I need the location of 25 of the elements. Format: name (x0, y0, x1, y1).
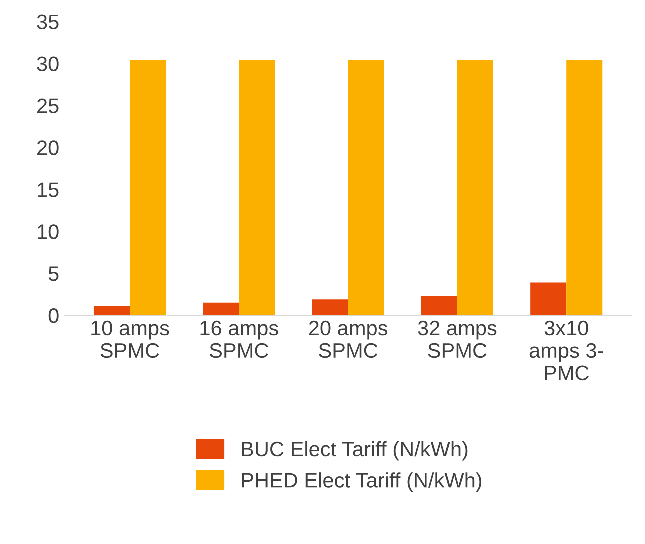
y-tick-label: 20 (38, 140, 59, 156)
x-tick-label: 32 amps SPMC (418, 320, 497, 358)
bar (94, 306, 130, 316)
bar (421, 296, 458, 316)
bar (203, 302, 240, 316)
bar (566, 60, 603, 316)
bar (130, 60, 166, 316)
x-tick-label: 10 amps SPMC (92, 320, 170, 358)
bar (530, 282, 567, 316)
x-tick-label: 16 amps SPMC (200, 320, 278, 358)
x-tick-label: 20 amps SPMC (309, 320, 388, 358)
y-tick-label: 25 (38, 98, 59, 114)
y-tick-label: 10 (38, 224, 59, 240)
legend-label: BUC Elect Tariff (N/kWh) (242, 441, 468, 461)
legend-label: PHED Elect Tariff (N/kWh) (242, 472, 482, 492)
y-tick-label: 5 (48, 266, 59, 282)
y-tick-label: 0 (48, 308, 59, 324)
y-tick-label: 30 (37, 56, 59, 72)
y-tick-label: 35 (37, 14, 59, 30)
y-tick-label: 15 (38, 182, 59, 198)
x-tick-label: 3x10 amps 3- PMC (530, 320, 604, 381)
bar (312, 300, 348, 316)
bar (348, 60, 384, 316)
bar (457, 60, 494, 316)
bar (239, 60, 276, 316)
